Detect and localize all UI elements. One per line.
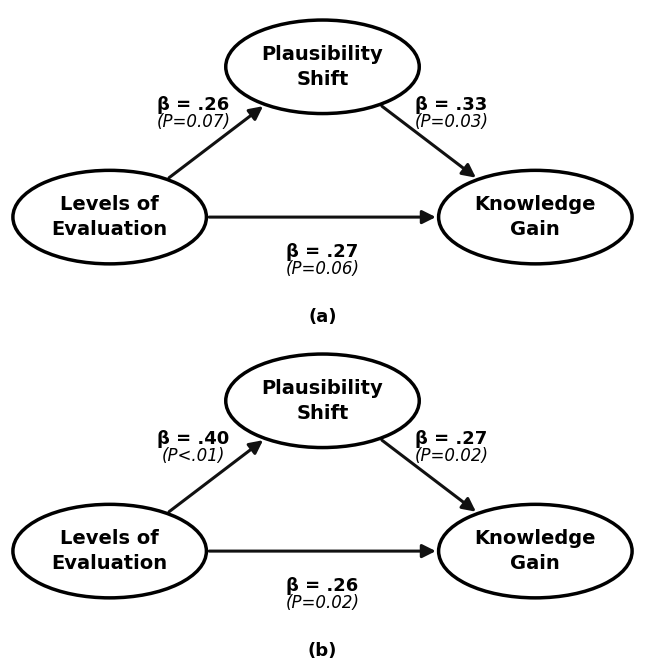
Text: (P=0.02): (P=0.02) xyxy=(286,594,359,612)
Ellipse shape xyxy=(226,20,419,114)
Text: (P=0.02): (P=0.02) xyxy=(415,447,488,465)
Text: β = .26: β = .26 xyxy=(286,577,359,595)
Ellipse shape xyxy=(13,504,206,598)
Text: β = .27: β = .27 xyxy=(286,243,359,261)
Text: β = .27: β = .27 xyxy=(415,430,488,448)
Text: Levels of
Evaluation: Levels of Evaluation xyxy=(52,195,168,239)
Text: (P=0.06): (P=0.06) xyxy=(286,260,359,278)
Text: (a): (a) xyxy=(308,309,337,326)
Text: (P=0.07): (P=0.07) xyxy=(157,113,230,131)
Ellipse shape xyxy=(439,504,632,598)
Text: Levels of
Evaluation: Levels of Evaluation xyxy=(52,529,168,573)
Text: β = .33: β = .33 xyxy=(415,96,488,114)
Text: (b): (b) xyxy=(308,643,337,660)
Text: Knowledge
Gain: Knowledge Gain xyxy=(475,195,596,239)
Text: Plausibility
Shift: Plausibility Shift xyxy=(262,45,383,89)
Text: β = .40: β = .40 xyxy=(157,430,230,448)
Text: β = .26: β = .26 xyxy=(157,96,230,114)
Text: (P<.01): (P<.01) xyxy=(162,447,225,465)
Ellipse shape xyxy=(439,170,632,264)
Ellipse shape xyxy=(226,354,419,448)
Text: (P=0.03): (P=0.03) xyxy=(415,113,488,131)
Text: Plausibility
Shift: Plausibility Shift xyxy=(262,379,383,423)
Ellipse shape xyxy=(13,170,206,264)
Text: Knowledge
Gain: Knowledge Gain xyxy=(475,529,596,573)
